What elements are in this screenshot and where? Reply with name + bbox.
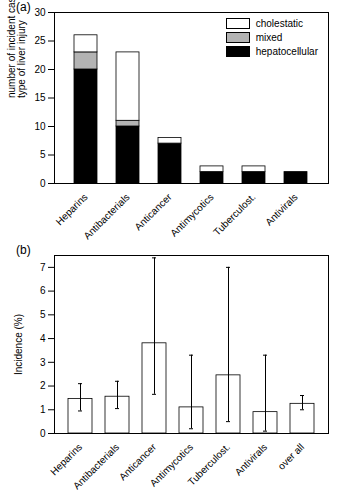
svg-text:over all: over all xyxy=(276,441,307,472)
svg-text:Antivirals: Antivirals xyxy=(263,191,299,227)
svg-text:30: 30 xyxy=(34,7,46,18)
svg-text:Tuberculost.: Tuberculost. xyxy=(211,191,257,237)
svg-text:Heparins: Heparins xyxy=(48,441,84,477)
svg-text:2: 2 xyxy=(40,380,46,391)
svg-text:7: 7 xyxy=(40,262,46,273)
svg-text:Heparins: Heparins xyxy=(54,191,90,227)
svg-text:Antibacterials: Antibacterials xyxy=(81,191,131,241)
svg-text:0: 0 xyxy=(40,428,46,439)
svg-text:5: 5 xyxy=(40,149,46,160)
svg-text:20: 20 xyxy=(34,64,46,75)
svg-text:Antibacterials: Antibacterials xyxy=(71,441,121,491)
svg-text:25: 25 xyxy=(34,35,46,46)
svg-text:Tuberculost.: Tuberculost. xyxy=(186,441,232,487)
svg-text:Antivirals: Antivirals xyxy=(233,441,269,477)
svg-text:1: 1 xyxy=(40,404,46,415)
svg-text:15: 15 xyxy=(34,92,46,103)
svg-text:10: 10 xyxy=(34,121,46,132)
svg-text:number of incident cases accor: number of incident cases according totyp… xyxy=(6,0,27,98)
svg-text:6: 6 xyxy=(40,285,46,296)
svg-text:3: 3 xyxy=(40,357,46,368)
svg-text:5: 5 xyxy=(40,309,46,320)
svg-text:Anticancer: Anticancer xyxy=(132,191,174,233)
svg-text:Antimycotics: Antimycotics xyxy=(168,191,215,238)
svg-text:0: 0 xyxy=(40,178,46,189)
svg-text:4: 4 xyxy=(40,333,46,344)
svg-text:Incidence (%): Incidence (%) xyxy=(13,314,24,375)
